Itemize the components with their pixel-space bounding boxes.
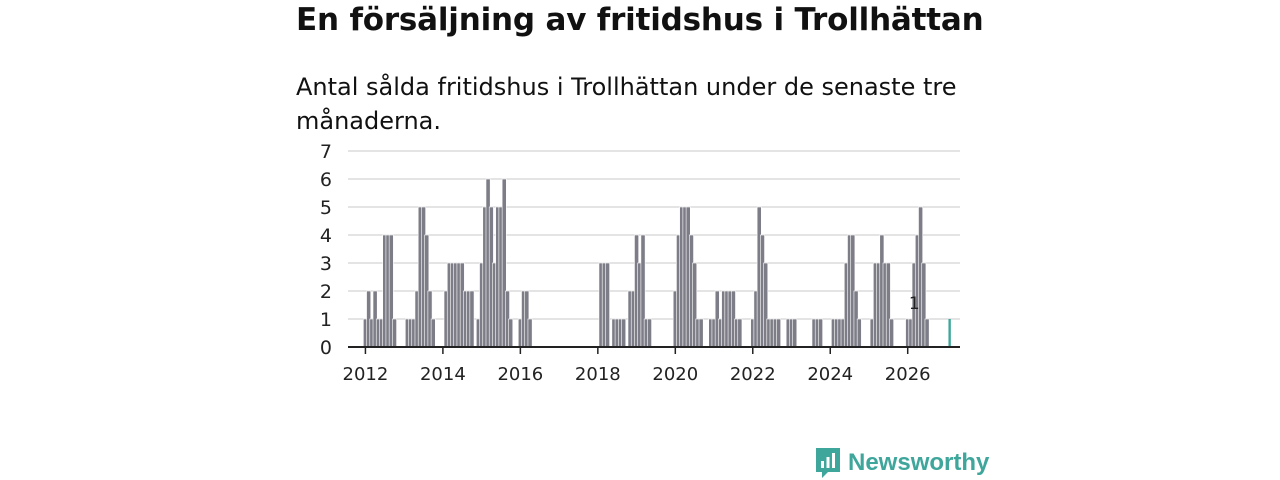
bar (856, 318, 862, 348)
x-tick-label: 2024 (807, 364, 853, 385)
y-tick-label: 3 (320, 253, 332, 275)
x-tick-label: 2020 (652, 364, 698, 385)
x-tick-label: 2018 (575, 364, 621, 385)
bar (924, 318, 930, 348)
bar (469, 290, 475, 348)
bar (392, 318, 397, 348)
bar (430, 318, 436, 348)
brand-name: Newsworthy (848, 449, 990, 476)
x-tick-label: 2012 (343, 364, 389, 385)
data-label: 1 (909, 294, 920, 314)
x-tick-label: 2014 (420, 364, 466, 385)
bar (776, 318, 781, 348)
bar (605, 262, 610, 348)
bar (647, 318, 652, 348)
x-tick-label: 2022 (730, 364, 776, 385)
y-tick-label: 5 (320, 197, 332, 219)
x-tick-label: 2016 (497, 364, 543, 385)
y-tick-label: 1 (320, 309, 332, 331)
gridlines (348, 150, 960, 320)
brand-logo: Newsworthy (814, 446, 989, 480)
newsworthy-logo-icon (816, 448, 840, 478)
highlight-bar (948, 319, 951, 347)
bar (508, 318, 514, 348)
bar (621, 318, 627, 348)
y-tick-label: 6 (320, 169, 332, 191)
x-tick-label: 2026 (885, 364, 931, 385)
page-title: En försäljning av fritidshus i Trollhätt… (296, 2, 984, 38)
y-tick-label: 2 (320, 281, 332, 303)
bar (818, 318, 823, 348)
y-tick-label: 7 (320, 141, 332, 163)
chart-subtitle: Antal sålda fritidshus i Trollhättan und… (296, 73, 957, 135)
bar (527, 318, 533, 348)
bar (889, 318, 894, 348)
y-tick-label: 0 (320, 337, 332, 359)
bar (737, 318, 743, 348)
axes: 0 1 2 3 4 5 6 7 1 2012 2014 2016 2018 2020 2022 2024 202… (320, 141, 960, 385)
bar (792, 318, 798, 348)
bar (698, 318, 704, 348)
y-tick-label: 4 (320, 225, 332, 247)
